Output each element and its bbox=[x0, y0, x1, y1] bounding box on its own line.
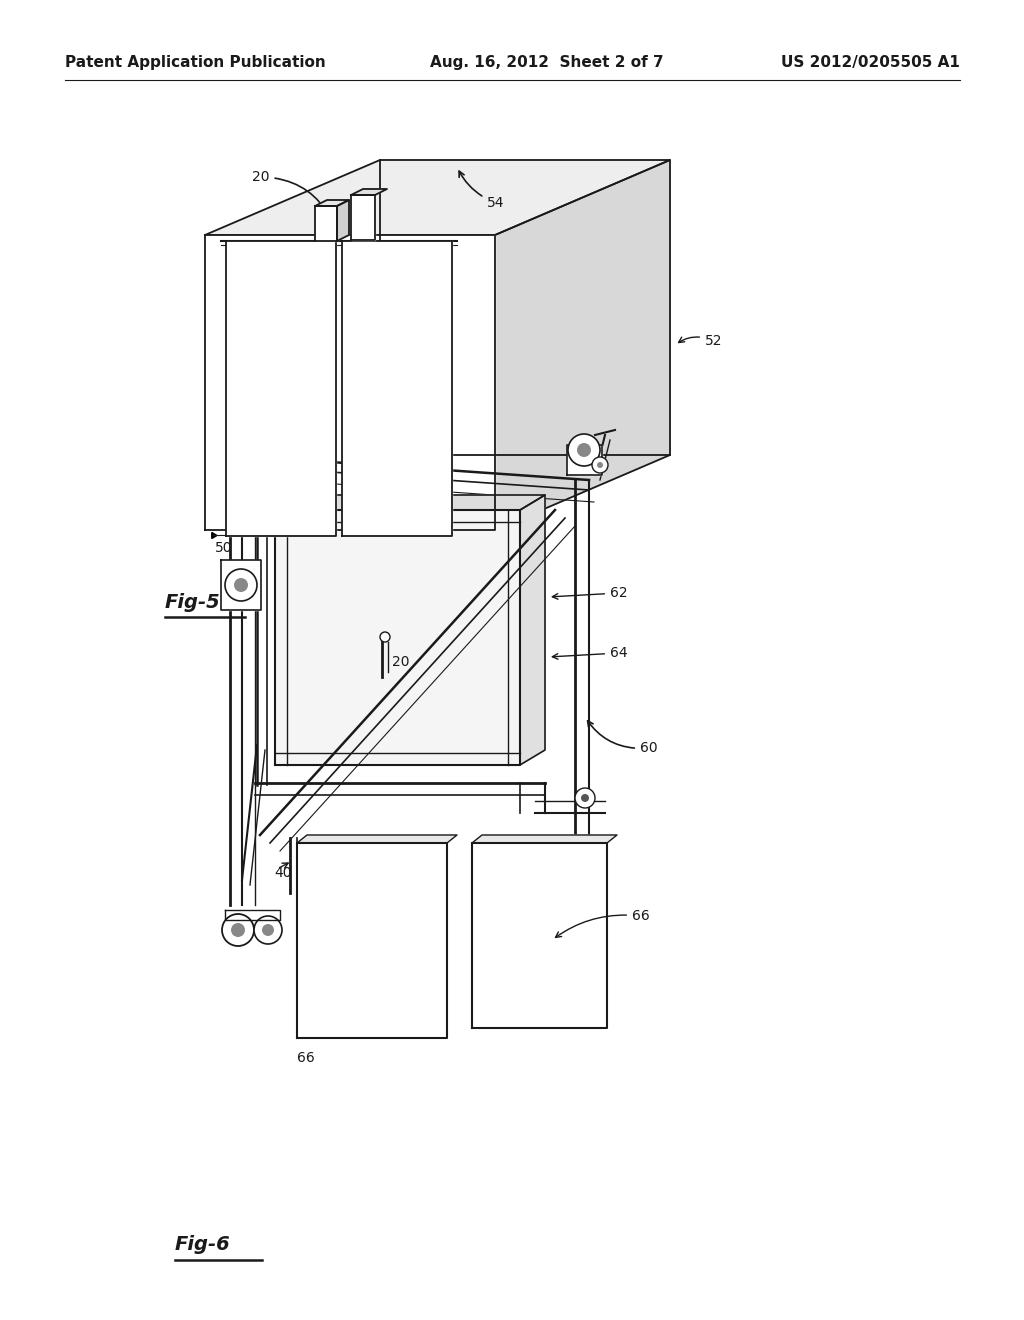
Text: Fig-5: Fig-5 bbox=[165, 594, 221, 612]
Text: 40: 40 bbox=[234, 314, 252, 327]
Circle shape bbox=[231, 923, 245, 937]
Polygon shape bbox=[315, 201, 349, 206]
Polygon shape bbox=[221, 560, 261, 610]
Text: 52: 52 bbox=[679, 334, 723, 348]
Text: 40: 40 bbox=[274, 866, 292, 880]
Polygon shape bbox=[225, 909, 280, 920]
Circle shape bbox=[234, 578, 248, 591]
Text: 54: 54 bbox=[459, 172, 505, 210]
Circle shape bbox=[577, 444, 591, 457]
Text: 20: 20 bbox=[392, 655, 410, 669]
Circle shape bbox=[222, 913, 254, 946]
Polygon shape bbox=[275, 510, 520, 766]
Polygon shape bbox=[472, 843, 607, 1028]
Polygon shape bbox=[297, 843, 447, 1038]
Polygon shape bbox=[351, 195, 375, 240]
Circle shape bbox=[597, 462, 603, 469]
Text: 66: 66 bbox=[297, 1051, 314, 1065]
Circle shape bbox=[262, 924, 274, 936]
Polygon shape bbox=[342, 242, 452, 536]
Text: 62: 62 bbox=[552, 586, 628, 601]
Text: US 2012/0205505 A1: US 2012/0205505 A1 bbox=[781, 54, 961, 70]
Circle shape bbox=[225, 569, 257, 601]
Polygon shape bbox=[567, 445, 602, 475]
Polygon shape bbox=[275, 495, 545, 510]
Polygon shape bbox=[472, 836, 617, 843]
Polygon shape bbox=[351, 189, 387, 195]
Text: Patent Application Publication: Patent Application Publication bbox=[65, 54, 326, 70]
Polygon shape bbox=[297, 836, 457, 843]
Text: Fig-6: Fig-6 bbox=[175, 1236, 230, 1254]
Circle shape bbox=[581, 795, 589, 803]
Polygon shape bbox=[520, 495, 545, 766]
Text: 60: 60 bbox=[588, 721, 657, 755]
Polygon shape bbox=[315, 206, 337, 242]
Circle shape bbox=[254, 916, 282, 944]
Text: 50: 50 bbox=[215, 541, 232, 554]
Polygon shape bbox=[205, 160, 670, 235]
Polygon shape bbox=[495, 160, 670, 531]
Text: 20: 20 bbox=[252, 170, 330, 216]
Text: 50: 50 bbox=[362, 541, 381, 554]
Text: 66: 66 bbox=[555, 909, 650, 937]
Text: Aug. 16, 2012  Sheet 2 of 7: Aug. 16, 2012 Sheet 2 of 7 bbox=[430, 54, 664, 70]
Circle shape bbox=[380, 632, 390, 642]
Circle shape bbox=[592, 457, 608, 473]
Polygon shape bbox=[205, 235, 495, 531]
Polygon shape bbox=[226, 242, 336, 536]
Circle shape bbox=[575, 788, 595, 808]
Circle shape bbox=[568, 434, 600, 466]
Text: 64: 64 bbox=[552, 645, 628, 660]
Polygon shape bbox=[337, 201, 349, 242]
